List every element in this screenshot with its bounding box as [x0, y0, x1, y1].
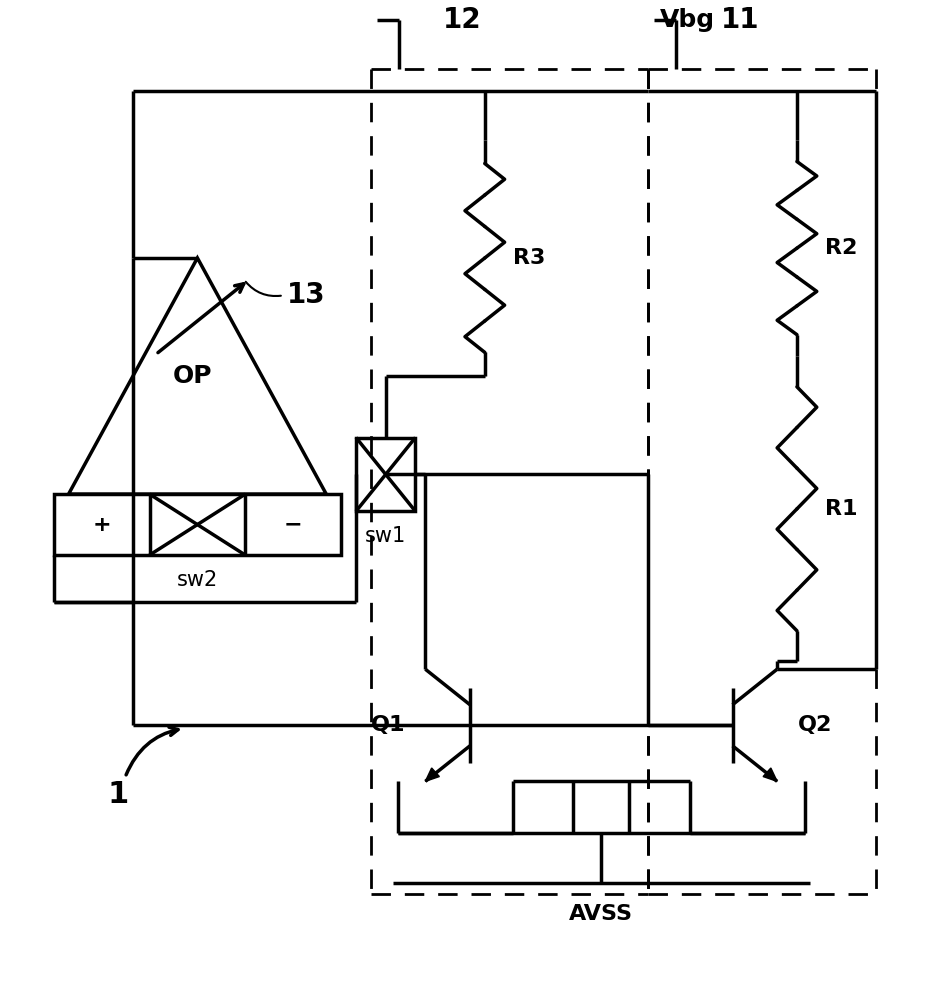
Text: Q1: Q1	[370, 715, 405, 735]
Bar	[54, 494, 341, 555]
Text: sw1: sw1	[365, 526, 407, 546]
Text: Vbg: Vbg	[660, 8, 715, 32]
Text: 1: 1	[107, 780, 129, 809]
Text: −: −	[284, 515, 303, 535]
Polygon shape	[425, 768, 440, 781]
Text: sw2: sw2	[177, 570, 218, 590]
Text: OP: OP	[173, 364, 212, 388]
Text: 13: 13	[287, 281, 325, 309]
Text: Q2: Q2	[797, 715, 832, 735]
Text: 11: 11	[720, 6, 759, 34]
Polygon shape	[763, 768, 777, 781]
Text: AVSS: AVSS	[569, 904, 633, 924]
Text: R1: R1	[825, 499, 857, 519]
Text: R2: R2	[825, 238, 857, 258]
Bar	[356, 438, 416, 511]
FancyArrowPatch shape	[245, 282, 281, 296]
Text: R3: R3	[513, 248, 544, 268]
Text: 12: 12	[444, 6, 482, 34]
Text: +: +	[93, 515, 111, 535]
